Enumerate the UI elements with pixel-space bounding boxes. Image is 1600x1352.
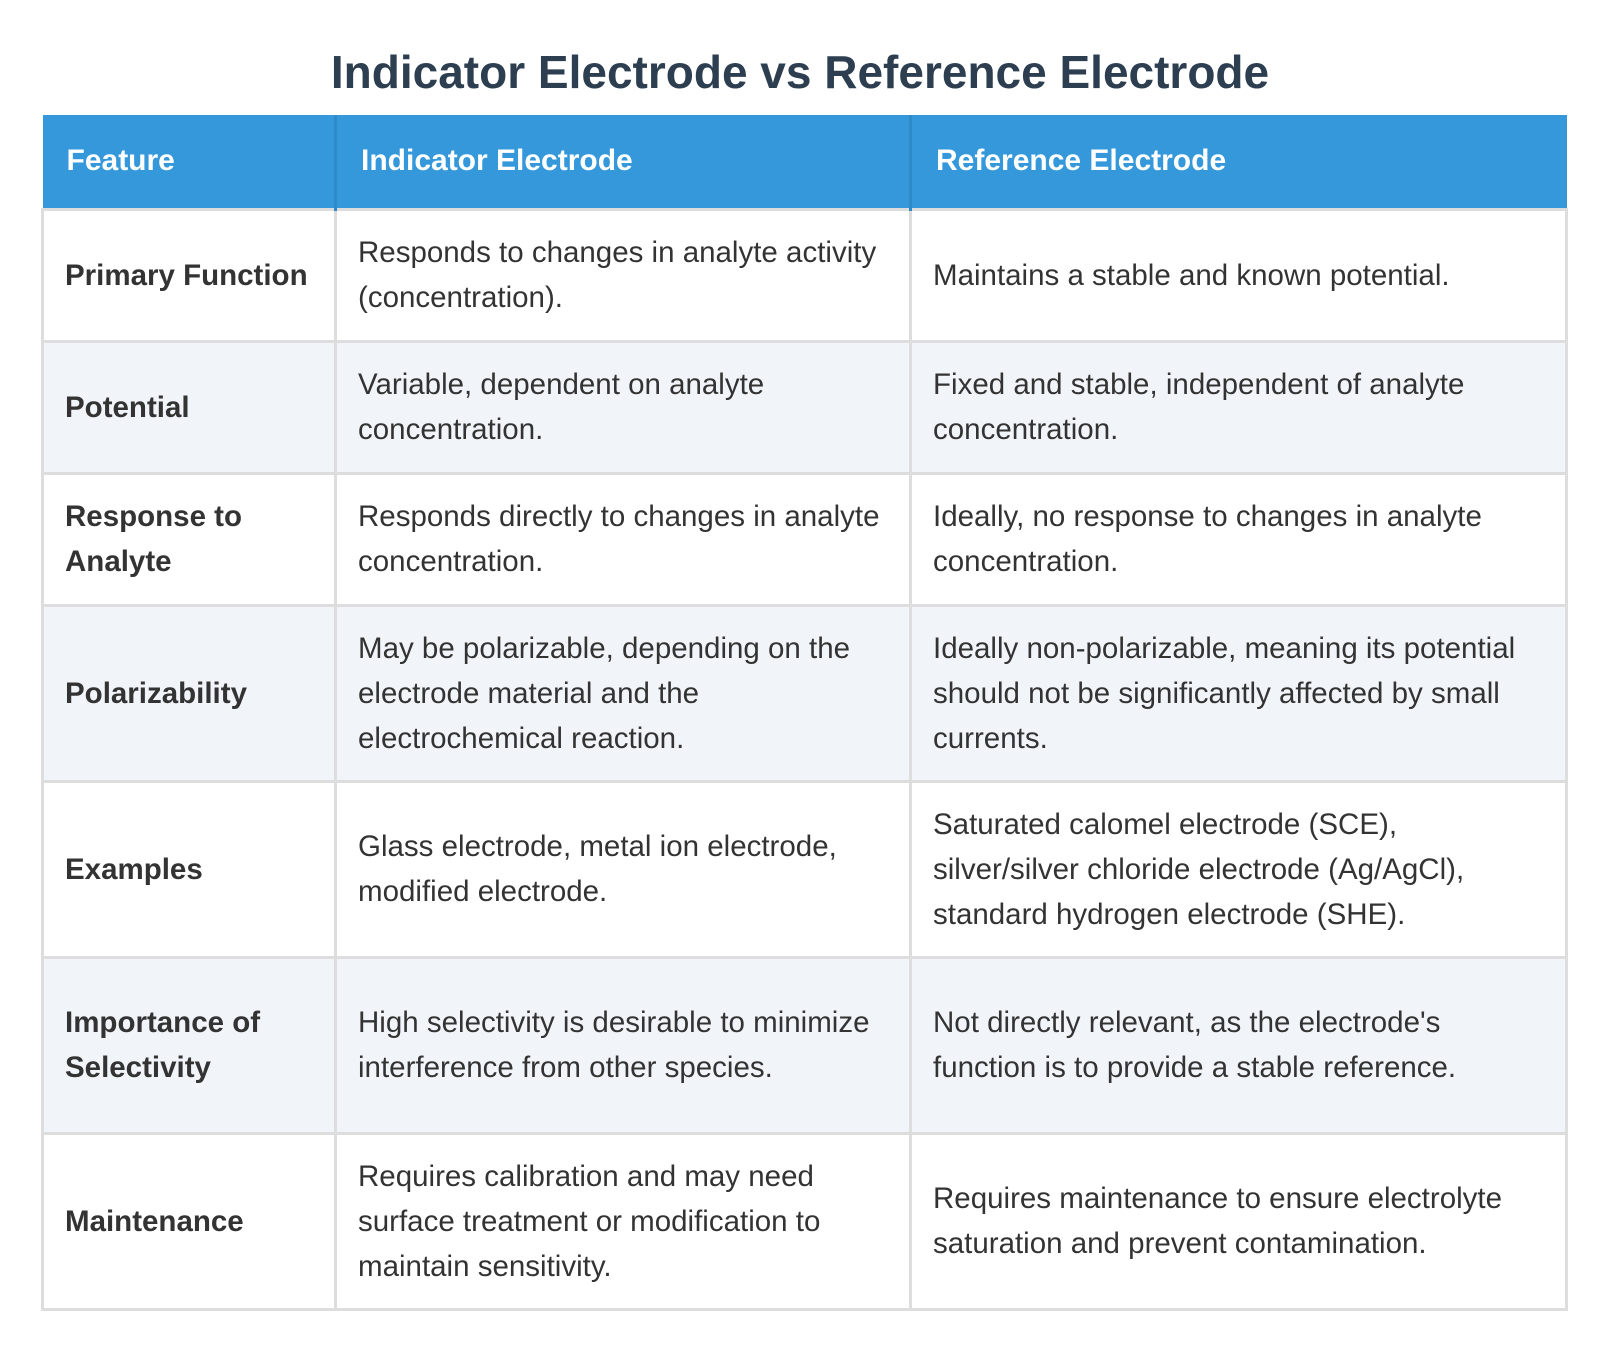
header-indicator-electrode: Indicator Electrode [335, 115, 912, 209]
reference-cell: Ideally non-polarizable, meaning its pot… [909, 603, 1568, 783]
indicator-cell: High selectivity is desirable to minimiz… [334, 955, 912, 1135]
table-row: Response to Analyte Responds directly to… [41, 471, 1568, 607]
indicator-cell: Responds directly to changes in analyte … [334, 471, 912, 607]
feature-cell: Examples [41, 779, 337, 959]
reference-cell: Not directly relevant, as the electrode'… [909, 955, 1568, 1135]
header-row: Feature Indicator Electrode Reference El… [42, 115, 1567, 209]
table-header: Feature Indicator Electrode Reference El… [42, 115, 1567, 209]
feature-cell: Importance of Selectivity [41, 955, 337, 1135]
comparison-table: Feature Indicator Electrode Reference El… [41, 115, 1568, 1311]
indicator-cell: Glass electrode, metal ion electrode, mo… [334, 779, 912, 959]
indicator-cell: Requires calibration and may need surfac… [334, 1131, 912, 1311]
header-reference-electrode: Reference Electrode [936, 144, 1227, 178]
indicator-cell: Variable, dependent on analyte concentra… [334, 339, 912, 475]
feature-cell: Response to Analyte [41, 471, 337, 607]
indicator-cell: May be polarizable, depending on the ele… [334, 603, 912, 783]
reference-cell: Ideally, no response to changes in analy… [909, 471, 1568, 607]
table-body: Primary Function Responds to changes in … [41, 207, 1568, 1311]
reference-cell: Maintains a stable and known potential. [909, 207, 1568, 343]
reference-cell: Fixed and stable, independent of analyte… [909, 339, 1568, 475]
indicator-cell: Responds to changes in analyte activity … [334, 207, 912, 343]
table-row: Examples Glass electrode, metal ion elec… [41, 779, 1568, 959]
table-row: Primary Function Responds to changes in … [41, 207, 1568, 343]
table-row: Polarizability May be polarizable, depen… [41, 603, 1568, 783]
reference-cell: Saturated calomel electrode (SCE), silve… [909, 779, 1568, 959]
feature-cell: Maintenance [41, 1131, 337, 1311]
feature-cell: Primary Function [41, 207, 337, 343]
table-row: Maintenance Requires calibration and may… [41, 1131, 1568, 1311]
table-row: Importance of Selectivity High selectivi… [41, 955, 1568, 1135]
header-feature: Feature [42, 115, 337, 209]
reference-cell: Requires maintenance to ensure electroly… [909, 1131, 1568, 1311]
page-title: Indicator Electrode vs Reference Electro… [330, 46, 1270, 98]
feature-cell: Potential [41, 339, 337, 475]
table-row: Potential Variable, dependent on analyte… [41, 339, 1568, 475]
feature-cell: Polarizability [41, 603, 337, 783]
